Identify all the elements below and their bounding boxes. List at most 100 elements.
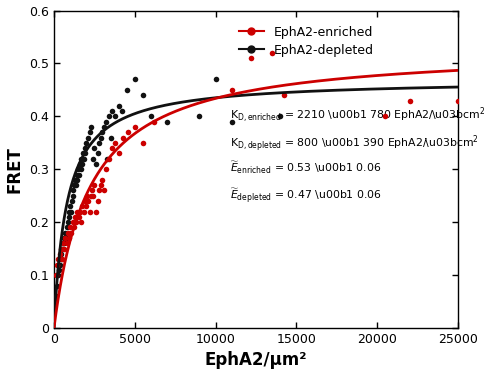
Point	[68, 193, 76, 199]
Point	[52, 293, 60, 299]
Text: K$_{\mathrm{D,depleted}}$ = 800 \u00b1 390 EphA2/\u03bcm$^2$: K$_{\mathrm{D,depleted}}$ = 800 \u00b1 3…	[230, 133, 478, 154]
Point	[276, 113, 284, 119]
Point	[90, 193, 98, 199]
X-axis label: EphA2/μm²: EphA2/μm²	[205, 351, 308, 369]
Point	[112, 113, 120, 119]
Point	[108, 145, 116, 151]
Point	[70, 225, 78, 231]
Text: $\widetilde{E}_{\mathrm{depleted}}$ = 0.47 \u00b1 0.06: $\widetilde{E}_{\mathrm{depleted}}$ = 0.…	[230, 187, 382, 206]
Point	[59, 240, 67, 246]
Point	[100, 124, 108, 130]
Point	[58, 256, 66, 262]
Point	[86, 209, 94, 214]
Point	[95, 188, 103, 194]
Point	[163, 118, 171, 124]
Point	[56, 251, 64, 257]
Point	[79, 150, 87, 156]
Point	[74, 166, 82, 172]
Point	[88, 188, 96, 194]
Point	[382, 113, 390, 119]
Point	[228, 87, 236, 93]
Point	[87, 124, 95, 130]
Point	[80, 156, 88, 162]
Point	[53, 261, 61, 267]
Point	[63, 225, 71, 231]
Point	[68, 198, 76, 204]
Point	[268, 50, 276, 56]
Point	[124, 129, 132, 135]
Point	[105, 156, 113, 162]
Point	[406, 98, 413, 104]
Point	[55, 267, 63, 273]
Point	[65, 235, 73, 241]
Point	[94, 198, 102, 204]
Point	[80, 145, 88, 151]
Point	[70, 182, 78, 188]
Point	[62, 240, 70, 246]
Point	[82, 203, 90, 209]
Point	[59, 240, 67, 246]
Point	[70, 188, 78, 194]
Point	[212, 76, 220, 82]
Point	[84, 198, 92, 204]
Point	[76, 166, 84, 172]
Point	[66, 225, 74, 231]
Point	[54, 256, 62, 262]
Point	[74, 214, 82, 220]
Point	[64, 219, 72, 225]
Point	[87, 193, 95, 199]
Point	[72, 172, 80, 178]
Point	[56, 256, 64, 262]
Point	[196, 113, 203, 119]
Point	[57, 246, 65, 252]
Point	[108, 108, 116, 114]
Point	[105, 113, 113, 119]
Point	[84, 135, 92, 141]
Point	[120, 135, 128, 141]
Point	[75, 172, 83, 178]
Point	[122, 87, 130, 93]
Point	[118, 108, 126, 114]
Point	[60, 235, 68, 241]
Point	[68, 219, 76, 225]
Point	[64, 230, 72, 236]
Point	[139, 92, 147, 98]
Point	[71, 214, 79, 220]
Point	[80, 209, 88, 214]
Point	[98, 177, 106, 183]
Point	[54, 272, 62, 278]
Point	[90, 182, 98, 188]
Y-axis label: FRET: FRET	[6, 146, 24, 193]
Point	[83, 193, 91, 199]
Point	[58, 246, 66, 252]
Point	[62, 235, 70, 241]
Point	[228, 118, 236, 124]
Point	[66, 209, 74, 214]
Point	[78, 156, 86, 162]
Point	[52, 272, 60, 278]
Point	[102, 118, 110, 124]
Point	[97, 182, 105, 188]
Point	[147, 113, 155, 119]
Point	[94, 150, 102, 156]
Point	[92, 161, 100, 167]
Point	[102, 166, 110, 172]
Point	[78, 161, 86, 167]
Point	[104, 156, 112, 162]
Point	[95, 140, 103, 146]
Point	[247, 55, 255, 61]
Point	[57, 251, 65, 257]
Point	[62, 235, 70, 241]
Point	[280, 92, 287, 98]
Point	[58, 256, 66, 262]
Point	[76, 161, 84, 167]
Point	[112, 140, 120, 146]
Point	[74, 209, 82, 214]
Point	[62, 230, 70, 236]
Point	[98, 129, 106, 135]
Point	[150, 118, 158, 124]
Point	[78, 203, 86, 209]
Point	[131, 76, 139, 82]
Point	[74, 177, 82, 183]
Point	[82, 150, 90, 156]
